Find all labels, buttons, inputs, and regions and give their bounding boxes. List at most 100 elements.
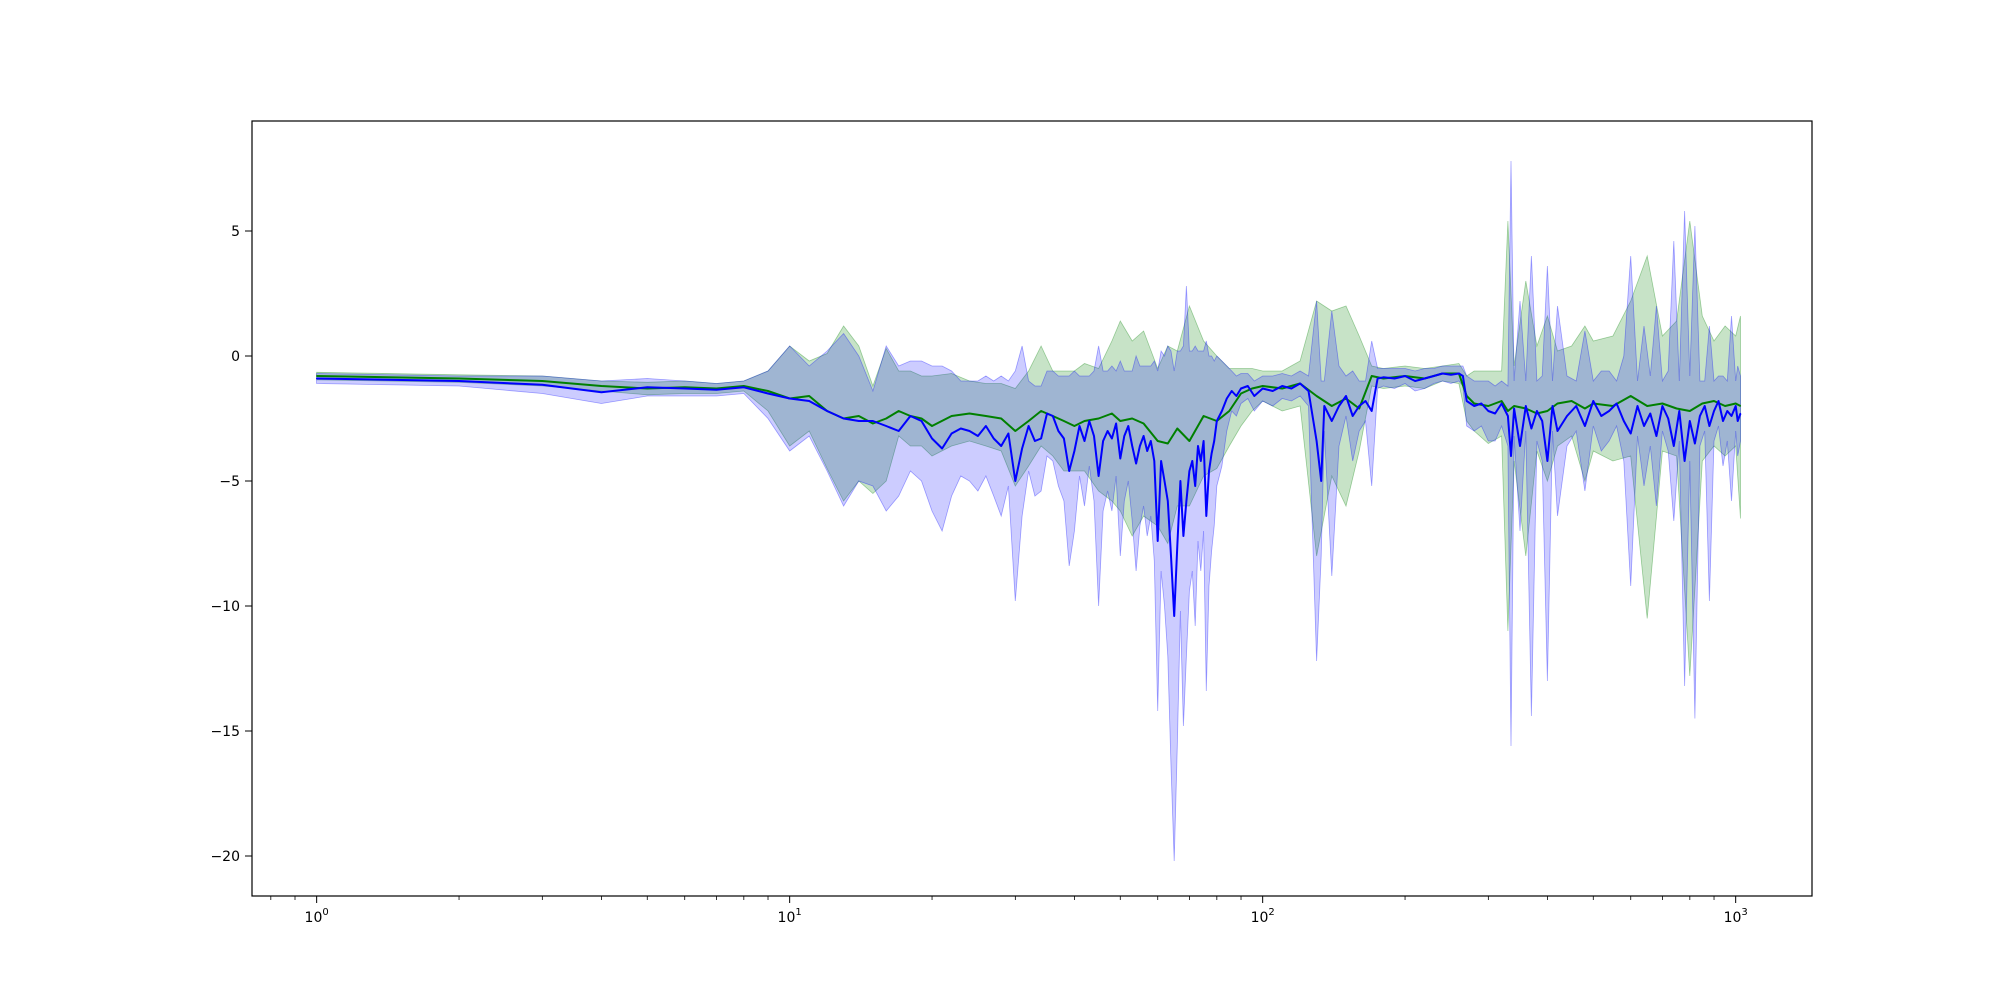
series-1-point	[1157, 440, 1159, 442]
series-2-point	[1708, 425, 1710, 427]
series-2-point	[1093, 435, 1095, 437]
series-2-point	[1480, 402, 1482, 405]
series-1-point	[1571, 400, 1573, 402]
series-1-point	[1073, 425, 1075, 427]
series-2-point	[1530, 427, 1532, 430]
series-2-point	[1519, 445, 1521, 447]
series-2-point	[1119, 457, 1121, 460]
series-2-point	[1150, 440, 1152, 442]
series-2-point	[1221, 410, 1223, 412]
series-2-point	[1213, 440, 1215, 442]
series-2-point	[1046, 412, 1048, 415]
series-1-point	[1584, 407, 1586, 410]
series-1-point	[1646, 405, 1648, 407]
series-1-point	[1689, 410, 1691, 412]
series-2-point	[1487, 410, 1489, 412]
series-2-point	[1678, 410, 1680, 412]
series-2-point	[1200, 460, 1202, 462]
series-1-point	[1000, 417, 1002, 420]
series-2-point	[1216, 420, 1218, 422]
series-1-point	[872, 422, 874, 425]
series-2-point	[600, 391, 603, 393]
series-2-point	[920, 420, 923, 422]
series-1-point	[1040, 410, 1042, 412]
series-2-point	[1404, 375, 1406, 377]
series-2-point	[1551, 405, 1554, 407]
series-2-point	[1510, 455, 1512, 457]
series-2-point	[1034, 440, 1036, 442]
series-2-point	[1208, 470, 1210, 472]
series-2-point	[1345, 395, 1347, 397]
series-1-point	[1556, 402, 1559, 405]
series-1-point	[1507, 410, 1509, 412]
y-tick-label: −10	[210, 599, 240, 615]
series-2-point	[1546, 460, 1548, 462]
series-2-point	[1191, 460, 1193, 462]
series-2-point	[1143, 435, 1145, 437]
series-1-point	[1098, 417, 1100, 420]
series-2-point	[1608, 410, 1610, 412]
series-2-point	[1649, 412, 1651, 415]
series-1-point	[316, 375, 318, 377]
series-2-point	[1131, 445, 1133, 447]
series-2-point	[1115, 422, 1117, 425]
series-1-point	[1240, 392, 1242, 395]
series-1-point	[1661, 402, 1663, 405]
series-1-point	[885, 417, 887, 420]
series-1-point	[1739, 405, 1742, 407]
series-2-point	[1494, 412, 1496, 415]
series-2-point	[1525, 405, 1527, 407]
x-tick-label: 102	[1251, 907, 1275, 926]
series-1-point	[1262, 385, 1264, 387]
series-2-point	[1194, 485, 1196, 487]
series-2-point	[1433, 375, 1435, 377]
series-1-point	[1228, 410, 1230, 412]
series-2-band	[316, 160, 1741, 862]
series-2-point	[1382, 376, 1384, 378]
series-2-point	[968, 430, 971, 432]
series-2-point	[1068, 470, 1070, 472]
series-1-point	[458, 377, 460, 380]
series-2-point	[1352, 415, 1354, 417]
series-2-point	[1107, 430, 1109, 432]
series-1-point	[1111, 412, 1113, 415]
x-axis: 100 101 102 103	[270, 896, 1748, 926]
series-2-point	[1636, 405, 1639, 407]
series-2-point	[1188, 470, 1190, 472]
series-2-point	[1083, 440, 1086, 442]
series-2-point	[885, 425, 887, 427]
series-2-point	[1111, 437, 1113, 440]
y-tick-label: 0	[231, 349, 240, 365]
series-2-point	[1371, 410, 1373, 412]
series-1-point	[1188, 440, 1190, 442]
series-2-point	[931, 437, 933, 440]
series-1-point	[1131, 417, 1133, 420]
series-2-point	[715, 389, 718, 391]
series-1-point	[985, 415, 987, 417]
series-2-point	[960, 427, 962, 430]
series-2-point	[1424, 377, 1426, 380]
series-2-point	[977, 435, 979, 437]
series-2-point	[1458, 372, 1460, 375]
series-2-point	[1466, 400, 1468, 402]
series-2-point	[1028, 425, 1030, 427]
series-2-point	[1179, 480, 1181, 482]
series-1-point	[1701, 402, 1703, 405]
series-2-point	[1173, 615, 1175, 617]
series-2-point	[1726, 410, 1728, 412]
series-2-point	[1673, 445, 1675, 447]
series-1-point	[1501, 400, 1503, 402]
series-2-point	[1073, 450, 1075, 452]
series-1-point	[951, 415, 953, 417]
series-2-point	[1231, 390, 1233, 392]
series-2-point	[1704, 405, 1706, 407]
series-2-point	[1281, 385, 1283, 387]
series-2-point	[1205, 515, 1207, 517]
series-2-point	[1643, 425, 1645, 427]
series-2-point	[1040, 437, 1042, 440]
series-1-point	[1371, 375, 1373, 377]
series-1-point	[1083, 420, 1086, 422]
series-2-point	[993, 437, 995, 440]
series-2-point	[1377, 377, 1379, 380]
series-2-point	[941, 447, 943, 450]
